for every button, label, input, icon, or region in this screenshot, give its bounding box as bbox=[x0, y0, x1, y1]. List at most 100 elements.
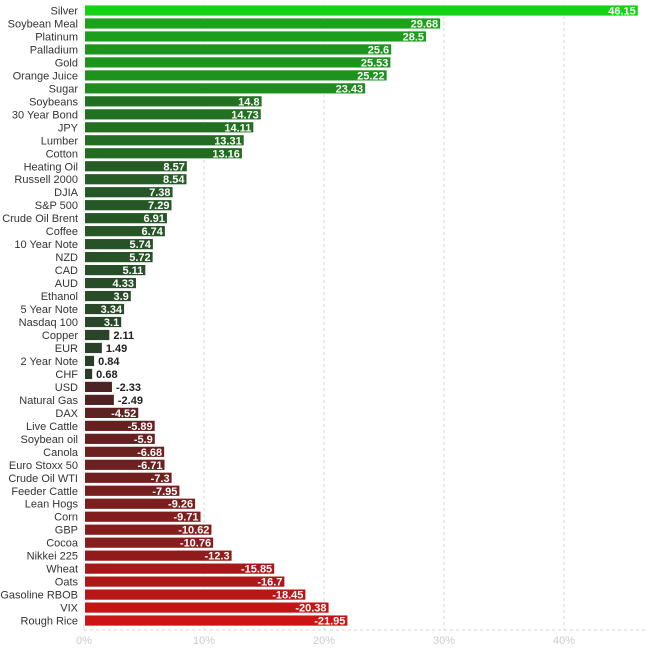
category-label: Wheat bbox=[46, 564, 78, 576]
bar bbox=[84, 419, 156, 432]
category-label: Palladium bbox=[30, 44, 78, 56]
bar bbox=[84, 43, 393, 56]
value-label: -15.85 bbox=[241, 564, 272, 576]
category-label: Crude Oil Brent bbox=[2, 213, 78, 225]
value-label: 5.74 bbox=[129, 239, 151, 251]
value-label: -5.9 bbox=[134, 434, 153, 446]
category-label: Euro Stoxx 50 bbox=[9, 460, 78, 472]
value-label: -6.71 bbox=[137, 460, 162, 472]
value-label: -9.71 bbox=[173, 512, 198, 524]
category-label: Soybeans bbox=[29, 96, 78, 108]
bar bbox=[84, 82, 367, 95]
bar bbox=[84, 302, 126, 316]
category-label: Crude Oil WTI bbox=[8, 473, 78, 485]
bar bbox=[84, 471, 173, 484]
value-label: -10.62 bbox=[178, 525, 209, 537]
value-label: 14.11 bbox=[224, 122, 251, 134]
x-tick-label: 30% bbox=[433, 635, 455, 647]
value-label: 46.15 bbox=[608, 5, 636, 17]
value-label: 23.43 bbox=[336, 83, 364, 95]
value-label: 14.73 bbox=[231, 109, 259, 121]
bar bbox=[84, 406, 140, 419]
bar bbox=[84, 134, 245, 147]
category-label: 30 Year Bond bbox=[12, 109, 78, 121]
bar bbox=[84, 30, 427, 43]
bar bbox=[84, 328, 111, 342]
category-label: CHF bbox=[55, 369, 78, 381]
bar bbox=[84, 251, 154, 264]
bar bbox=[84, 432, 156, 445]
value-label: 5.72 bbox=[129, 252, 150, 264]
value-label: 13.16 bbox=[212, 148, 240, 160]
bar bbox=[84, 588, 307, 601]
category-label: Gold bbox=[55, 57, 78, 69]
value-label: 7.29 bbox=[148, 200, 169, 212]
x-tick-label: 10% bbox=[193, 635, 215, 647]
category-label: Russell 2000 bbox=[14, 174, 78, 186]
value-label: -20.38 bbox=[295, 603, 326, 615]
bar bbox=[84, 212, 168, 225]
category-label: Cocoa bbox=[46, 538, 79, 550]
value-label: 6.91 bbox=[143, 213, 164, 225]
bar bbox=[84, 225, 166, 238]
value-label: 3.9 bbox=[114, 291, 129, 303]
bar bbox=[84, 315, 123, 329]
category-label: AUD bbox=[55, 278, 78, 290]
value-label: 0.84 bbox=[98, 356, 120, 368]
category-label: DJIA bbox=[54, 187, 79, 199]
value-label: 29.68 bbox=[411, 18, 439, 30]
value-label: -6.68 bbox=[137, 447, 162, 459]
bar bbox=[84, 4, 639, 17]
bar bbox=[84, 199, 173, 212]
value-label: -7.95 bbox=[152, 486, 177, 498]
category-label: Sugar bbox=[49, 83, 79, 95]
bar bbox=[84, 354, 96, 368]
bar bbox=[84, 497, 197, 510]
category-label: CAD bbox=[55, 265, 78, 277]
category-label: EUR bbox=[55, 343, 78, 355]
value-label: -4.52 bbox=[111, 408, 136, 420]
value-label: 0.68 bbox=[96, 369, 117, 381]
value-label: -18.45 bbox=[272, 590, 303, 602]
value-label: -12.3 bbox=[205, 551, 230, 563]
bar bbox=[84, 160, 188, 173]
bar bbox=[84, 276, 137, 290]
value-label: 3.34 bbox=[101, 304, 123, 316]
category-label: Lean Hogs bbox=[25, 499, 79, 511]
category-label: S&P 500 bbox=[35, 200, 78, 212]
value-label: 7.38 bbox=[149, 187, 170, 199]
bar bbox=[84, 173, 188, 186]
value-label: 14.8 bbox=[238, 96, 259, 108]
value-label: 4.33 bbox=[113, 278, 134, 290]
bar bbox=[84, 95, 263, 108]
bar bbox=[84, 523, 213, 536]
value-label: 25.22 bbox=[357, 70, 385, 82]
category-label: Oats bbox=[55, 577, 79, 589]
category-label: Gasoline RBOB bbox=[0, 590, 78, 602]
value-label: -5.89 bbox=[128, 421, 153, 433]
value-label: 5.11 bbox=[123, 265, 144, 277]
bar bbox=[84, 238, 154, 251]
bar bbox=[84, 147, 243, 160]
category-label: 2 Year Note bbox=[21, 356, 79, 368]
value-label: 3.1 bbox=[104, 317, 119, 329]
bar bbox=[84, 263, 147, 277]
bar bbox=[84, 56, 392, 69]
value-label: 25.53 bbox=[361, 57, 389, 69]
category-label: NZD bbox=[55, 252, 78, 264]
category-label: Soybean Meal bbox=[8, 18, 78, 30]
category-label: Rough Rice bbox=[21, 616, 78, 628]
category-label: Orange Juice bbox=[13, 70, 78, 82]
category-label: Live Cattle bbox=[26, 421, 78, 433]
value-label: 6.74 bbox=[141, 226, 163, 238]
value-label: 8.54 bbox=[163, 174, 185, 186]
category-label: 10 Year Note bbox=[14, 239, 78, 251]
x-tick-label: 20% bbox=[313, 635, 335, 647]
category-label: Lumber bbox=[41, 135, 79, 147]
bar bbox=[84, 562, 276, 575]
bar bbox=[84, 484, 181, 497]
bar bbox=[84, 186, 174, 199]
value-label: 13.31 bbox=[214, 135, 242, 147]
category-label: DAX bbox=[55, 408, 78, 420]
category-label: Nikkei 225 bbox=[27, 551, 78, 563]
